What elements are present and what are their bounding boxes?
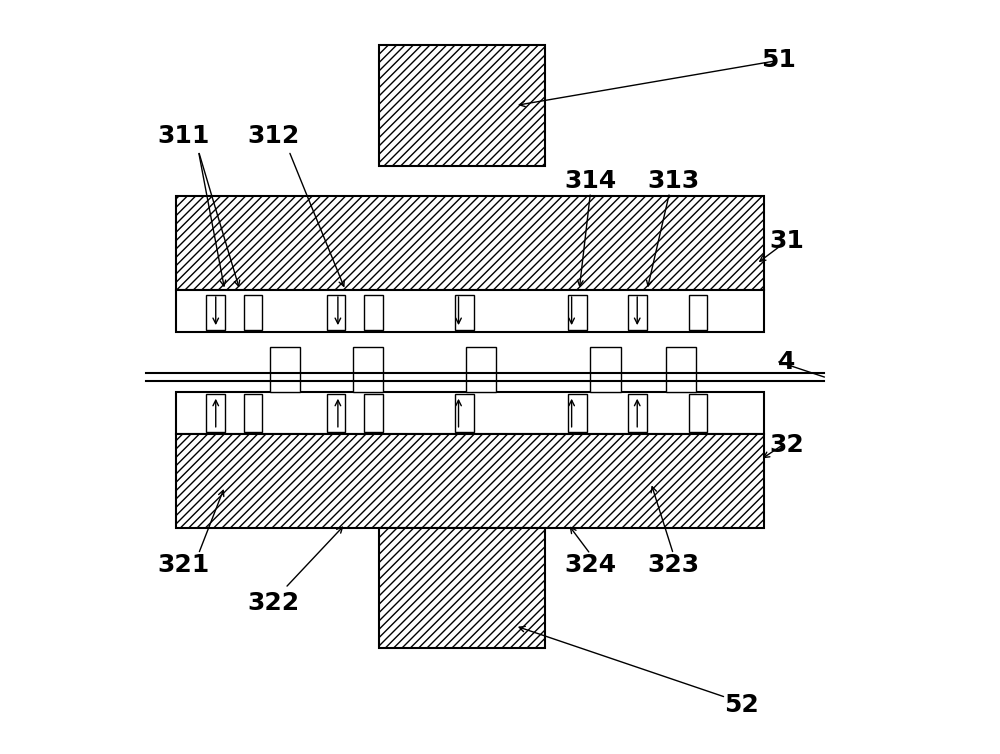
Text: 51: 51 bbox=[762, 48, 796, 72]
Text: 312: 312 bbox=[248, 124, 300, 148]
Bar bbox=[455, 295, 474, 330]
Text: 314: 314 bbox=[564, 169, 617, 193]
Bar bbox=[270, 347, 300, 392]
Bar bbox=[176, 290, 764, 332]
Bar bbox=[688, 295, 707, 330]
Bar bbox=[455, 394, 474, 432]
Bar bbox=[628, 394, 647, 432]
Bar bbox=[688, 394, 707, 432]
Bar bbox=[379, 528, 545, 648]
Text: 31: 31 bbox=[769, 229, 804, 253]
Bar bbox=[466, 347, 496, 392]
Bar bbox=[379, 45, 545, 166]
Text: 313: 313 bbox=[647, 169, 700, 193]
Bar bbox=[364, 295, 383, 330]
Bar bbox=[206, 295, 225, 330]
Text: 324: 324 bbox=[564, 553, 617, 578]
Bar bbox=[327, 295, 345, 330]
Bar bbox=[206, 394, 225, 432]
Bar bbox=[364, 394, 383, 432]
Text: 32: 32 bbox=[769, 433, 804, 457]
Text: 52: 52 bbox=[724, 693, 759, 717]
Bar bbox=[590, 347, 621, 392]
Bar bbox=[666, 347, 696, 392]
Bar bbox=[176, 392, 764, 434]
Text: 322: 322 bbox=[248, 591, 300, 615]
Bar bbox=[176, 196, 764, 290]
Bar bbox=[244, 295, 262, 330]
Text: 323: 323 bbox=[647, 553, 699, 578]
Bar bbox=[176, 434, 764, 528]
Bar bbox=[353, 347, 383, 392]
Bar bbox=[244, 394, 262, 432]
Text: 311: 311 bbox=[157, 124, 210, 148]
Text: 321: 321 bbox=[157, 553, 209, 578]
Bar bbox=[568, 394, 587, 432]
Text: 4: 4 bbox=[778, 350, 795, 374]
Bar bbox=[568, 295, 587, 330]
Bar bbox=[628, 295, 647, 330]
Bar bbox=[327, 394, 345, 432]
